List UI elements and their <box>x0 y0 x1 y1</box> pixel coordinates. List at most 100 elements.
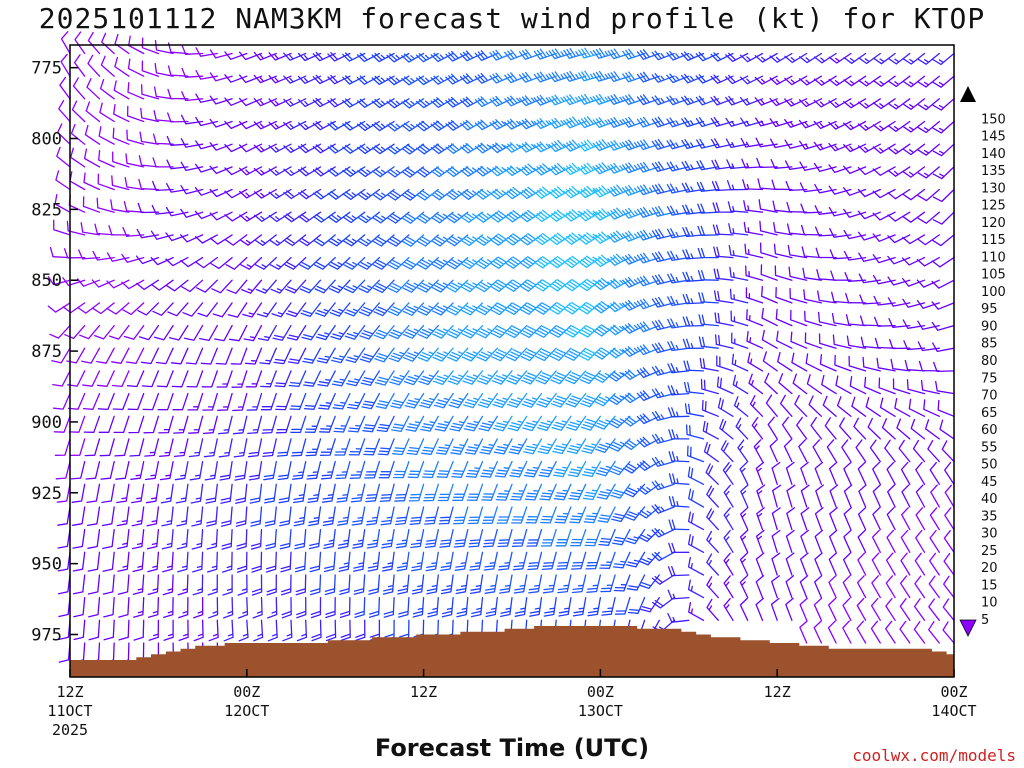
wind-barb <box>303 392 322 410</box>
wind-barb <box>813 52 837 64</box>
wind-barb <box>769 52 793 63</box>
wind-barb <box>227 302 248 318</box>
wind-barb <box>416 143 439 155</box>
wind-barb <box>637 506 660 519</box>
wind-barb <box>285 302 307 318</box>
wind-barb <box>352 528 366 549</box>
wind-barb <box>706 530 719 553</box>
wind-barb <box>519 186 543 200</box>
wind-barb <box>298 211 322 223</box>
wind-barb <box>915 507 926 531</box>
wind-barb <box>403 347 425 362</box>
wind-barb <box>276 438 292 457</box>
wind-barb <box>805 353 823 372</box>
wind-barb <box>223 619 234 642</box>
wind-barb <box>464 438 484 455</box>
wind-barb <box>731 332 749 349</box>
wind-barb <box>651 365 675 376</box>
wind-barb <box>755 575 765 599</box>
wind-barb <box>112 127 130 145</box>
wind-barb <box>769 138 793 149</box>
wind-barb <box>195 93 218 103</box>
wind-barb <box>569 528 587 547</box>
wind-barb <box>810 416 823 440</box>
wind-barb <box>209 49 233 59</box>
wind-barb <box>201 370 218 388</box>
wind-barb <box>266 574 277 596</box>
wind-barb <box>283 52 307 61</box>
wind-barb <box>177 574 189 596</box>
wind-barb <box>698 336 719 349</box>
wind-barb <box>928 621 940 644</box>
colorbar-label: 35 <box>981 509 998 524</box>
wind-barb <box>114 56 130 77</box>
wind-barb <box>181 91 204 102</box>
wind-barb <box>69 438 86 457</box>
wind-barb <box>580 415 602 431</box>
wind-barb <box>651 342 675 354</box>
wind-barb <box>57 528 71 549</box>
wind-barb <box>754 117 778 127</box>
wind-barb <box>813 162 837 173</box>
wind-barb <box>109 324 130 340</box>
wind-barb <box>776 330 793 349</box>
wind-barb <box>415 52 439 63</box>
wind-barb <box>221 551 233 573</box>
wind-barb <box>580 392 602 408</box>
wind-barb <box>353 574 366 595</box>
wind-barb <box>459 50 484 62</box>
wind-barb <box>792 373 808 395</box>
wind-barb <box>372 188 395 201</box>
wind-barb <box>359 347 381 363</box>
wind-barb <box>682 271 705 282</box>
wind-barb <box>504 142 528 153</box>
wind-barb <box>54 194 71 213</box>
wind-barb <box>158 415 174 434</box>
wind-barb <box>697 270 719 281</box>
wind-barb <box>51 347 71 364</box>
wind-barb <box>505 302 528 316</box>
wind-barb <box>67 392 86 410</box>
wind-barb <box>170 347 189 365</box>
wind-barb <box>312 166 336 177</box>
wind-barb <box>235 483 248 504</box>
wind-barb <box>348 438 366 456</box>
wind-barb <box>168 324 189 341</box>
wind-barb <box>314 279 336 294</box>
wind-barb <box>321 483 336 503</box>
wind-barb <box>127 82 145 100</box>
wind-barb <box>857 461 867 485</box>
wind-barb <box>843 250 867 261</box>
wind-barb <box>942 598 955 621</box>
wind-barb <box>828 185 852 195</box>
wind-barb <box>454 551 469 571</box>
wind-barb <box>339 596 351 619</box>
wind-barb <box>785 529 795 553</box>
wind-barb <box>568 483 587 501</box>
wind-barb <box>687 534 705 553</box>
wind-barb <box>622 48 646 60</box>
wind-barb <box>163 596 174 619</box>
wind-barb <box>651 73 675 83</box>
wind-barb <box>453 506 469 525</box>
wind-barb <box>418 370 439 386</box>
wind-barb <box>148 596 160 618</box>
wind-barb <box>714 334 734 349</box>
wind-barb <box>283 211 307 223</box>
x-axis-label: Forecast Time (UTC) <box>374 734 650 762</box>
wind-barb <box>127 392 145 411</box>
wind-barb <box>232 392 248 412</box>
wind-barb <box>843 143 867 153</box>
wind-barb <box>83 415 101 433</box>
wind-barb <box>160 483 174 504</box>
colorbar-label: 90 <box>981 320 998 335</box>
wind-barb <box>549 279 572 292</box>
wind-barb <box>534 279 557 292</box>
wind-barb <box>386 75 410 86</box>
wind-barb <box>577 162 602 175</box>
wind-barb <box>72 528 86 549</box>
wind-barb <box>800 507 810 531</box>
wind-barb <box>773 222 793 236</box>
wind-barb <box>317 370 336 387</box>
wind-barb <box>281 596 292 619</box>
